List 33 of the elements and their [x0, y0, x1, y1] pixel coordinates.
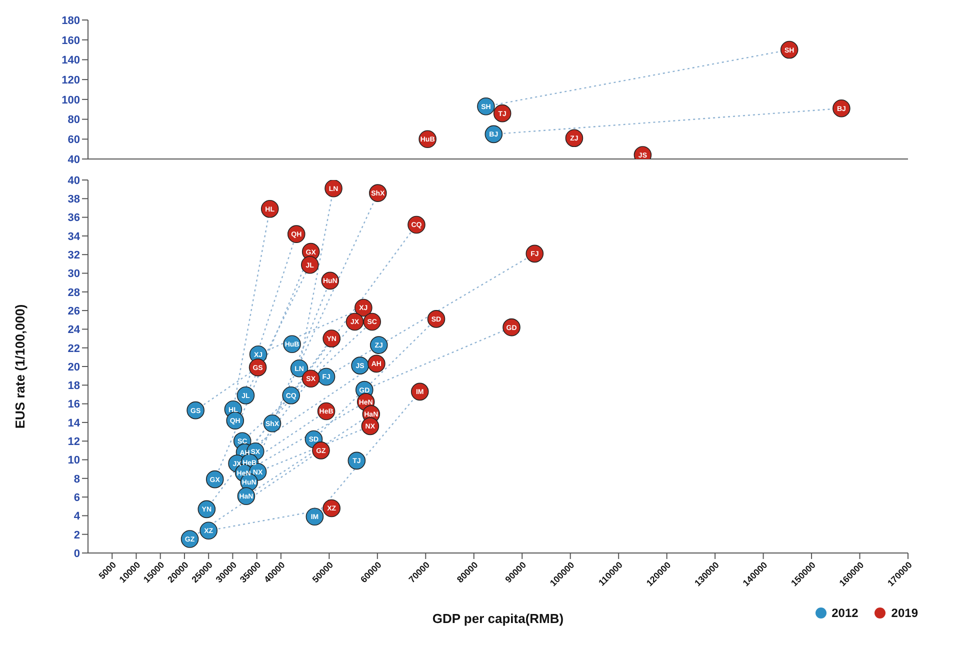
y-tick-label: 0	[74, 548, 80, 560]
y-tick-label: 80	[68, 114, 80, 126]
y-tick-label: 60	[68, 134, 80, 146]
y-tick-label: 30	[68, 268, 80, 280]
y-tick-label: 10	[68, 454, 80, 467]
y-axis-title: EUS rate (1/100,000)	[12, 304, 28, 429]
y-tick-label: 26	[68, 305, 80, 318]
y-tick-label: 100	[62, 94, 80, 106]
y-tick-label: 14	[68, 417, 81, 430]
legend-label: 2012	[832, 606, 858, 620]
y-tick-label: 2	[74, 529, 80, 542]
y-tick-label: 36	[68, 212, 80, 224]
y-tick-label: 6	[74, 492, 80, 504]
y-tick-label: 140	[62, 54, 80, 67]
y-tick-label: 12	[68, 436, 80, 448]
y-tick-label: 22	[68, 342, 80, 355]
y-tick-label: 4	[74, 510, 81, 523]
y-tick-label: 40	[68, 174, 80, 187]
y-tick-label: 32	[68, 250, 80, 262]
x-axis-title: GDP per capita(RMB)	[432, 611, 564, 626]
legend-label: 2019	[891, 606, 918, 620]
y-tick-label: 28	[68, 286, 80, 299]
y-tick-label: 8	[74, 473, 80, 486]
y-tick-label: 180	[62, 14, 80, 27]
y-tick-label: 34	[68, 230, 81, 243]
y-tick-label: 18	[68, 380, 80, 392]
y-tick-label: 24	[68, 324, 81, 336]
y-tick-label: 40	[68, 154, 80, 166]
y-tick-label: 20	[68, 361, 80, 374]
y-tick-label: 16	[68, 398, 80, 411]
y-tick-label: 160	[62, 34, 80, 47]
y-tick-label: 38	[68, 194, 80, 206]
y-tick-label: 120	[62, 74, 80, 86]
